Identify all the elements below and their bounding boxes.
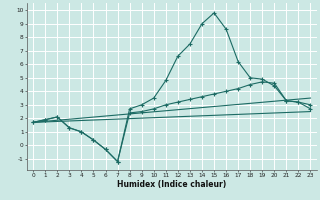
X-axis label: Humidex (Indice chaleur): Humidex (Indice chaleur) [117, 180, 227, 189]
